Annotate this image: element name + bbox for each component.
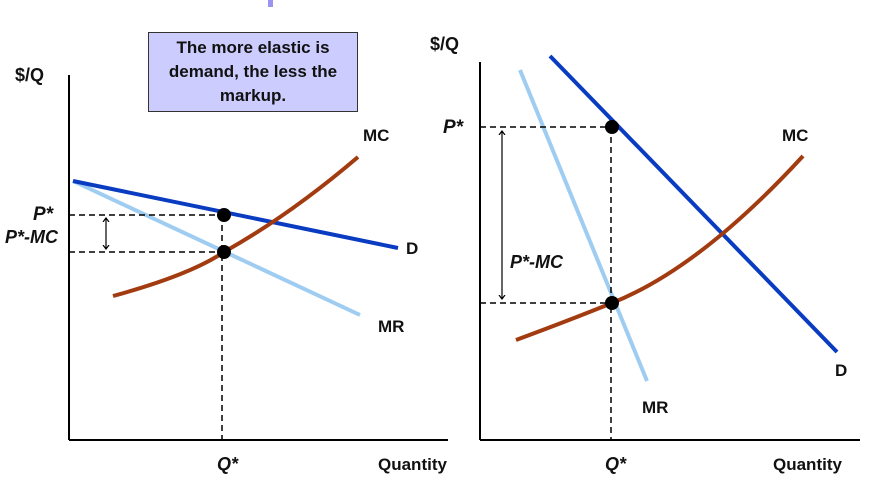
left-x-axis-label: Quantity [378, 455, 447, 474]
right-mc-label: MC [782, 126, 808, 145]
right-mr-curve [518, 69, 649, 382]
left-price-label: P* [33, 204, 55, 225]
right-price-label: P* [443, 117, 465, 138]
left-demand-curve [72, 179, 399, 250]
right-mc-point [605, 296, 619, 310]
right-markup-label: P*-MC [510, 252, 564, 272]
right-mc-curve [515, 154, 805, 342]
left-quantity-label: Q* [217, 454, 239, 474]
right-quantity-label: Q* [605, 454, 627, 474]
right-demand-curve [548, 54, 839, 354]
right-demand-label: D [835, 361, 847, 380]
right-panel: $/Q P* P*-MC MC D MR Q* Quantity [430, 34, 860, 474]
elasticity-callout-text: The more elastic is demand, the less the… [168, 38, 338, 105]
left-price-point [217, 208, 231, 222]
left-mc-label: MC [363, 126, 389, 145]
elasticity-callout: The more elastic is demand, the less the… [148, 32, 358, 112]
right-mr-label: MR [642, 398, 668, 417]
left-panel: $/Q P* P*-MC MC D MR Q* Quantity [5, 65, 448, 474]
right-y-axis-label: $/Q [430, 34, 459, 54]
left-mr-label: MR [378, 317, 404, 336]
left-markup-label: P*-MC [5, 227, 59, 247]
left-mr-curve [72, 179, 361, 317]
title-accent-mark [268, 0, 273, 7]
left-y-axis-label: $/Q [15, 65, 44, 85]
right-price-point [605, 120, 619, 134]
left-mc-point [217, 245, 231, 259]
left-mc-curve [112, 155, 360, 298]
left-demand-label: D [406, 239, 418, 258]
right-x-axis-label: Quantity [773, 455, 842, 474]
